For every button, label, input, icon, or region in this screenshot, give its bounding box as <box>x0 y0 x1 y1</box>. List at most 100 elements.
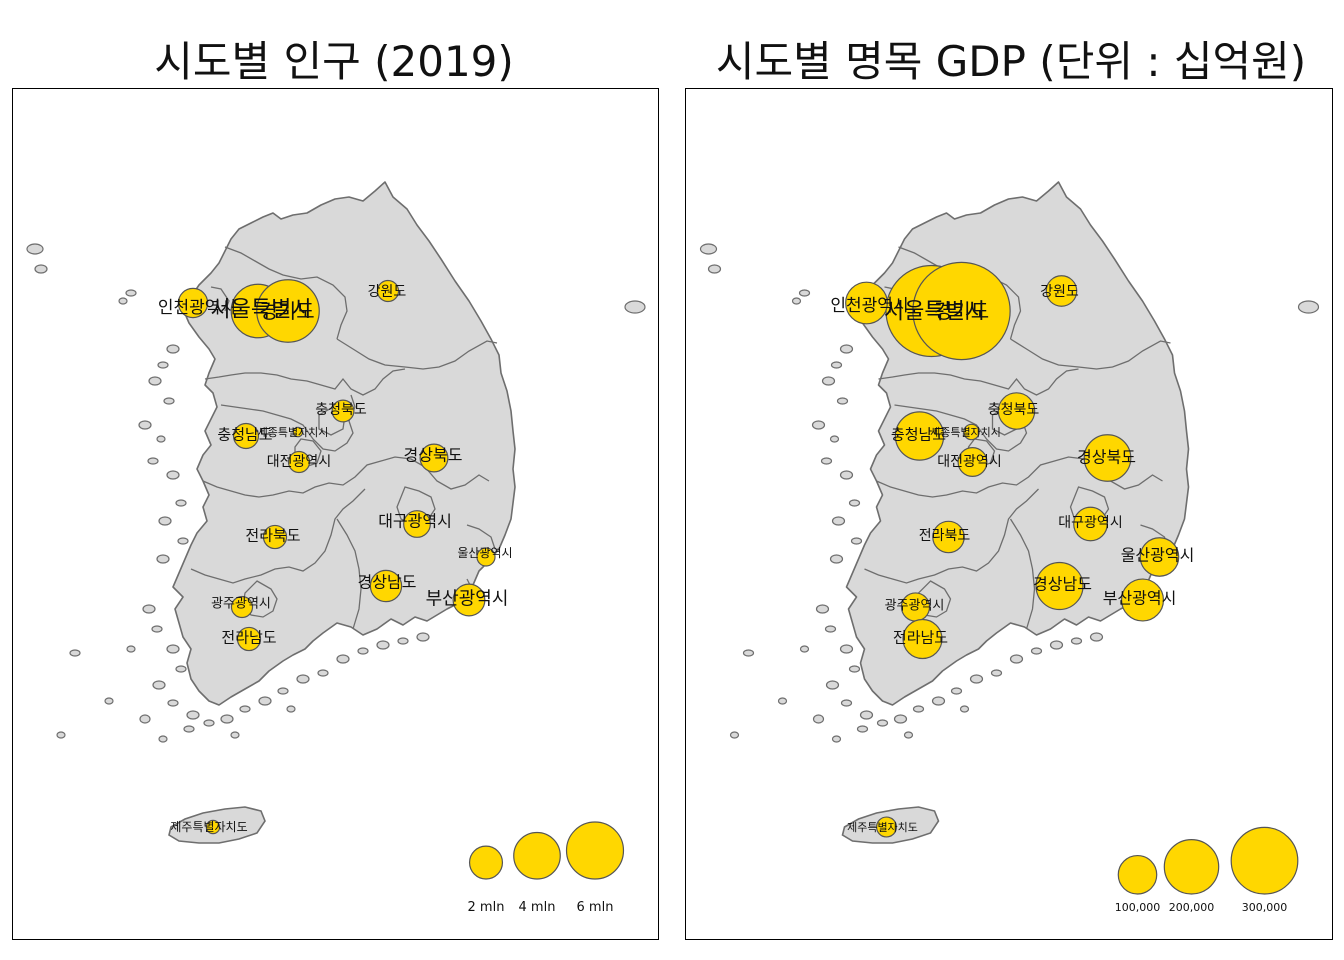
legend-circle-1 <box>513 831 561 880</box>
region-label-14: 광주광역시 <box>885 599 945 614</box>
islet <box>183 725 195 733</box>
province-border <box>294 438 322 468</box>
province-border <box>878 368 1079 396</box>
symbol-circle-10 <box>262 524 288 550</box>
islet <box>416 632 430 642</box>
islet <box>166 470 180 480</box>
province-border <box>466 524 496 550</box>
islet <box>104 697 114 705</box>
province-border <box>876 456 1163 498</box>
legend-circle-1 <box>1163 839 1220 895</box>
islet <box>831 735 842 743</box>
islet <box>177 537 189 545</box>
legend-label-0: 100,000 <box>1115 901 1161 914</box>
region-label-6: 충청남도 <box>891 425 946 443</box>
region-label-0: 서울특별시 <box>210 298 311 323</box>
base-map <box>699 181 1320 844</box>
symbol-circle-15 <box>902 618 943 660</box>
legend-label-2: 300,000 <box>1242 901 1288 914</box>
islet <box>959 705 970 713</box>
region-label-9: 대구광역시 <box>378 512 452 531</box>
islet <box>118 297 128 305</box>
islet <box>220 714 234 724</box>
symbol-circle-9 <box>403 510 431 538</box>
islet <box>1070 637 1083 645</box>
province-border <box>336 518 362 630</box>
province-border <box>1010 338 1171 370</box>
province-border <box>204 368 406 396</box>
symbol-circle-5 <box>963 423 980 441</box>
islet <box>859 710 874 720</box>
symbol-circle-11 <box>476 547 496 567</box>
islet <box>799 645 810 653</box>
islet <box>848 665 861 673</box>
symbol-circle-8 <box>1083 434 1132 482</box>
islet <box>1049 640 1064 650</box>
islet <box>856 725 869 733</box>
base-map <box>26 181 646 844</box>
symbol-circle-11 <box>1139 537 1180 577</box>
islet <box>397 637 409 645</box>
region-label-1: 경기도 <box>259 299 314 323</box>
province-border <box>1009 518 1036 630</box>
symbol-circle-4 <box>997 392 1036 430</box>
islet <box>138 420 152 430</box>
region-label-10: 전라북도 <box>919 528 971 544</box>
symbol-circle-3 <box>1045 275 1078 307</box>
islet <box>258 696 272 706</box>
islet <box>624 300 646 314</box>
islet <box>931 696 946 706</box>
islet <box>1297 300 1320 314</box>
islet <box>167 699 179 707</box>
proportional-symbols <box>177 279 496 835</box>
map-panel-population: 서울특별시 경기도 인천광역시 강원도 충청북도 세종특별자치시 충청남도 대전광역시 경상북도… <box>12 88 659 940</box>
islet <box>158 735 168 743</box>
region-label-13: 부산광역시 <box>426 588 509 609</box>
symbol-circle-12 <box>369 569 403 603</box>
islet <box>815 604 830 614</box>
islet <box>139 714 151 724</box>
province-border <box>190 488 366 584</box>
islet <box>175 665 187 673</box>
region-label-2: 인천광역시 <box>830 296 908 316</box>
legend-label-0: 2 mln <box>468 900 505 915</box>
islet <box>69 649 81 657</box>
proportional-symbols <box>845 261 1180 838</box>
symbol-circle-7 <box>287 450 311 474</box>
region-label-15: 전라남도 <box>221 628 276 646</box>
islet <box>156 435 166 443</box>
province-border <box>220 394 356 452</box>
islet <box>990 669 1003 677</box>
symbol-circle-8 <box>419 443 449 473</box>
region-label-5: 세종특별자치시 <box>930 426 1001 439</box>
symbol-circle-10 <box>932 520 965 554</box>
symbol-circle-7 <box>957 447 988 477</box>
islet <box>239 705 251 713</box>
islet <box>876 719 889 727</box>
symbol-circle-2 <box>177 287 209 319</box>
province-border <box>224 246 348 340</box>
islet <box>798 289 811 297</box>
region-label-3: 강원도 <box>368 284 407 300</box>
islet <box>825 680 840 690</box>
region-label-16: 제주특별자치도 <box>170 820 247 834</box>
islet <box>791 297 802 305</box>
size-legend: 100,000 200,000 300,000 <box>1115 826 1299 914</box>
map-title-gdp: 시도별 명목 GDP (단위 : 십억원) <box>715 37 1307 86</box>
region-label-6: 충청남도 <box>217 425 272 443</box>
islet <box>357 647 369 655</box>
islet <box>821 376 836 386</box>
islet <box>830 361 843 369</box>
symbol-circle-14 <box>230 595 254 619</box>
islet <box>707 264 722 274</box>
symbol-circle-5 <box>292 426 304 438</box>
symbol-circle-1 <box>256 279 320 343</box>
islet <box>376 640 390 650</box>
size-legend: 2 mln 4 mln 6 mln <box>468 821 625 915</box>
islet <box>156 554 170 564</box>
province-border <box>864 488 1039 584</box>
islet <box>163 397 175 405</box>
islet <box>811 420 826 430</box>
